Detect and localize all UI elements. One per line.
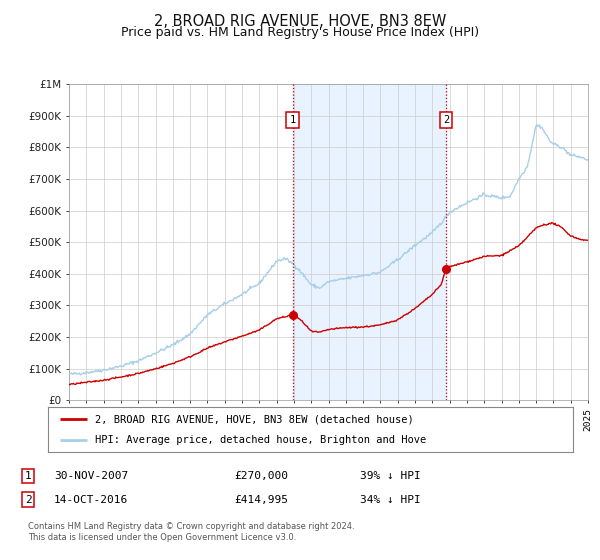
Text: Contains HM Land Registry data © Crown copyright and database right 2024.: Contains HM Land Registry data © Crown c… [28, 522, 355, 531]
Text: 30-NOV-2007: 30-NOV-2007 [54, 471, 128, 481]
Text: 39% ↓ HPI: 39% ↓ HPI [360, 471, 421, 481]
Bar [293, 84, 446, 400]
Text: Price paid vs. HM Land Registry's House Price Index (HPI): Price paid vs. HM Land Registry's House … [121, 26, 479, 39]
Text: 2: 2 [25, 494, 32, 505]
Text: 2, BROAD RIG AVENUE, HOVE, BN3 8EW: 2, BROAD RIG AVENUE, HOVE, BN3 8EW [154, 14, 446, 29]
Text: £270,000: £270,000 [234, 471, 288, 481]
Text: 14-OCT-2016: 14-OCT-2016 [54, 494, 128, 505]
Text: HPI: Average price, detached house, Brighton and Hove: HPI: Average price, detached house, Brig… [95, 435, 427, 445]
Text: 2, BROAD RIG AVENUE, HOVE, BN3 8EW (detached house): 2, BROAD RIG AVENUE, HOVE, BN3 8EW (deta… [95, 414, 414, 424]
Text: 1: 1 [25, 471, 32, 481]
Text: 34% ↓ HPI: 34% ↓ HPI [360, 494, 421, 505]
Text: £414,995: £414,995 [234, 494, 288, 505]
Text: 1: 1 [289, 115, 296, 125]
Text: This data is licensed under the Open Government Licence v3.0.: This data is licensed under the Open Gov… [28, 533, 296, 542]
Text: 2: 2 [443, 115, 449, 125]
